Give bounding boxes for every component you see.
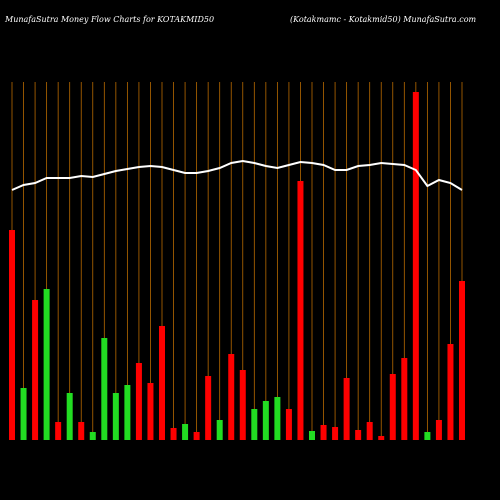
money-flow-line bbox=[11, 159, 463, 191]
bar bbox=[435, 420, 442, 440]
bar bbox=[78, 422, 85, 440]
bar bbox=[309, 431, 315, 440]
bar bbox=[297, 181, 304, 440]
bar bbox=[424, 432, 431, 440]
bar bbox=[320, 425, 327, 440]
bar bbox=[205, 376, 212, 440]
bar bbox=[135, 363, 142, 440]
bar bbox=[55, 422, 62, 440]
bar bbox=[20, 388, 27, 440]
bar bbox=[412, 92, 419, 440]
bar bbox=[239, 370, 246, 440]
bar bbox=[285, 409, 292, 440]
bar bbox=[262, 401, 269, 440]
bar bbox=[228, 354, 235, 440]
bar bbox=[182, 424, 189, 440]
bar bbox=[366, 422, 373, 440]
chart-title: MunafaSutra Money Flow Charts for KOTAKM… bbox=[4, 15, 214, 24]
bar bbox=[355, 430, 362, 440]
bar bbox=[112, 393, 119, 440]
bar bbox=[389, 374, 396, 440]
bar bbox=[216, 420, 223, 440]
bar bbox=[401, 358, 408, 440]
bar bbox=[147, 383, 154, 440]
bar bbox=[193, 432, 200, 440]
bar bbox=[159, 326, 165, 440]
bar bbox=[89, 432, 96, 440]
bar bbox=[170, 428, 177, 440]
bar bbox=[274, 397, 281, 440]
bar bbox=[251, 409, 258, 440]
bar bbox=[343, 378, 350, 440]
bar bbox=[43, 289, 50, 440]
bar bbox=[124, 385, 131, 440]
bar bbox=[447, 344, 454, 440]
bar bbox=[66, 393, 73, 440]
bar bbox=[378, 436, 385, 440]
bar bbox=[459, 281, 465, 440]
bar bbox=[332, 427, 339, 440]
bar bbox=[101, 338, 108, 440]
chart-subtitle: (Kotakmamc - Kotakmid50) MunafaSutra.com bbox=[290, 15, 477, 24]
bar bbox=[9, 230, 15, 440]
bar bbox=[32, 300, 39, 440]
